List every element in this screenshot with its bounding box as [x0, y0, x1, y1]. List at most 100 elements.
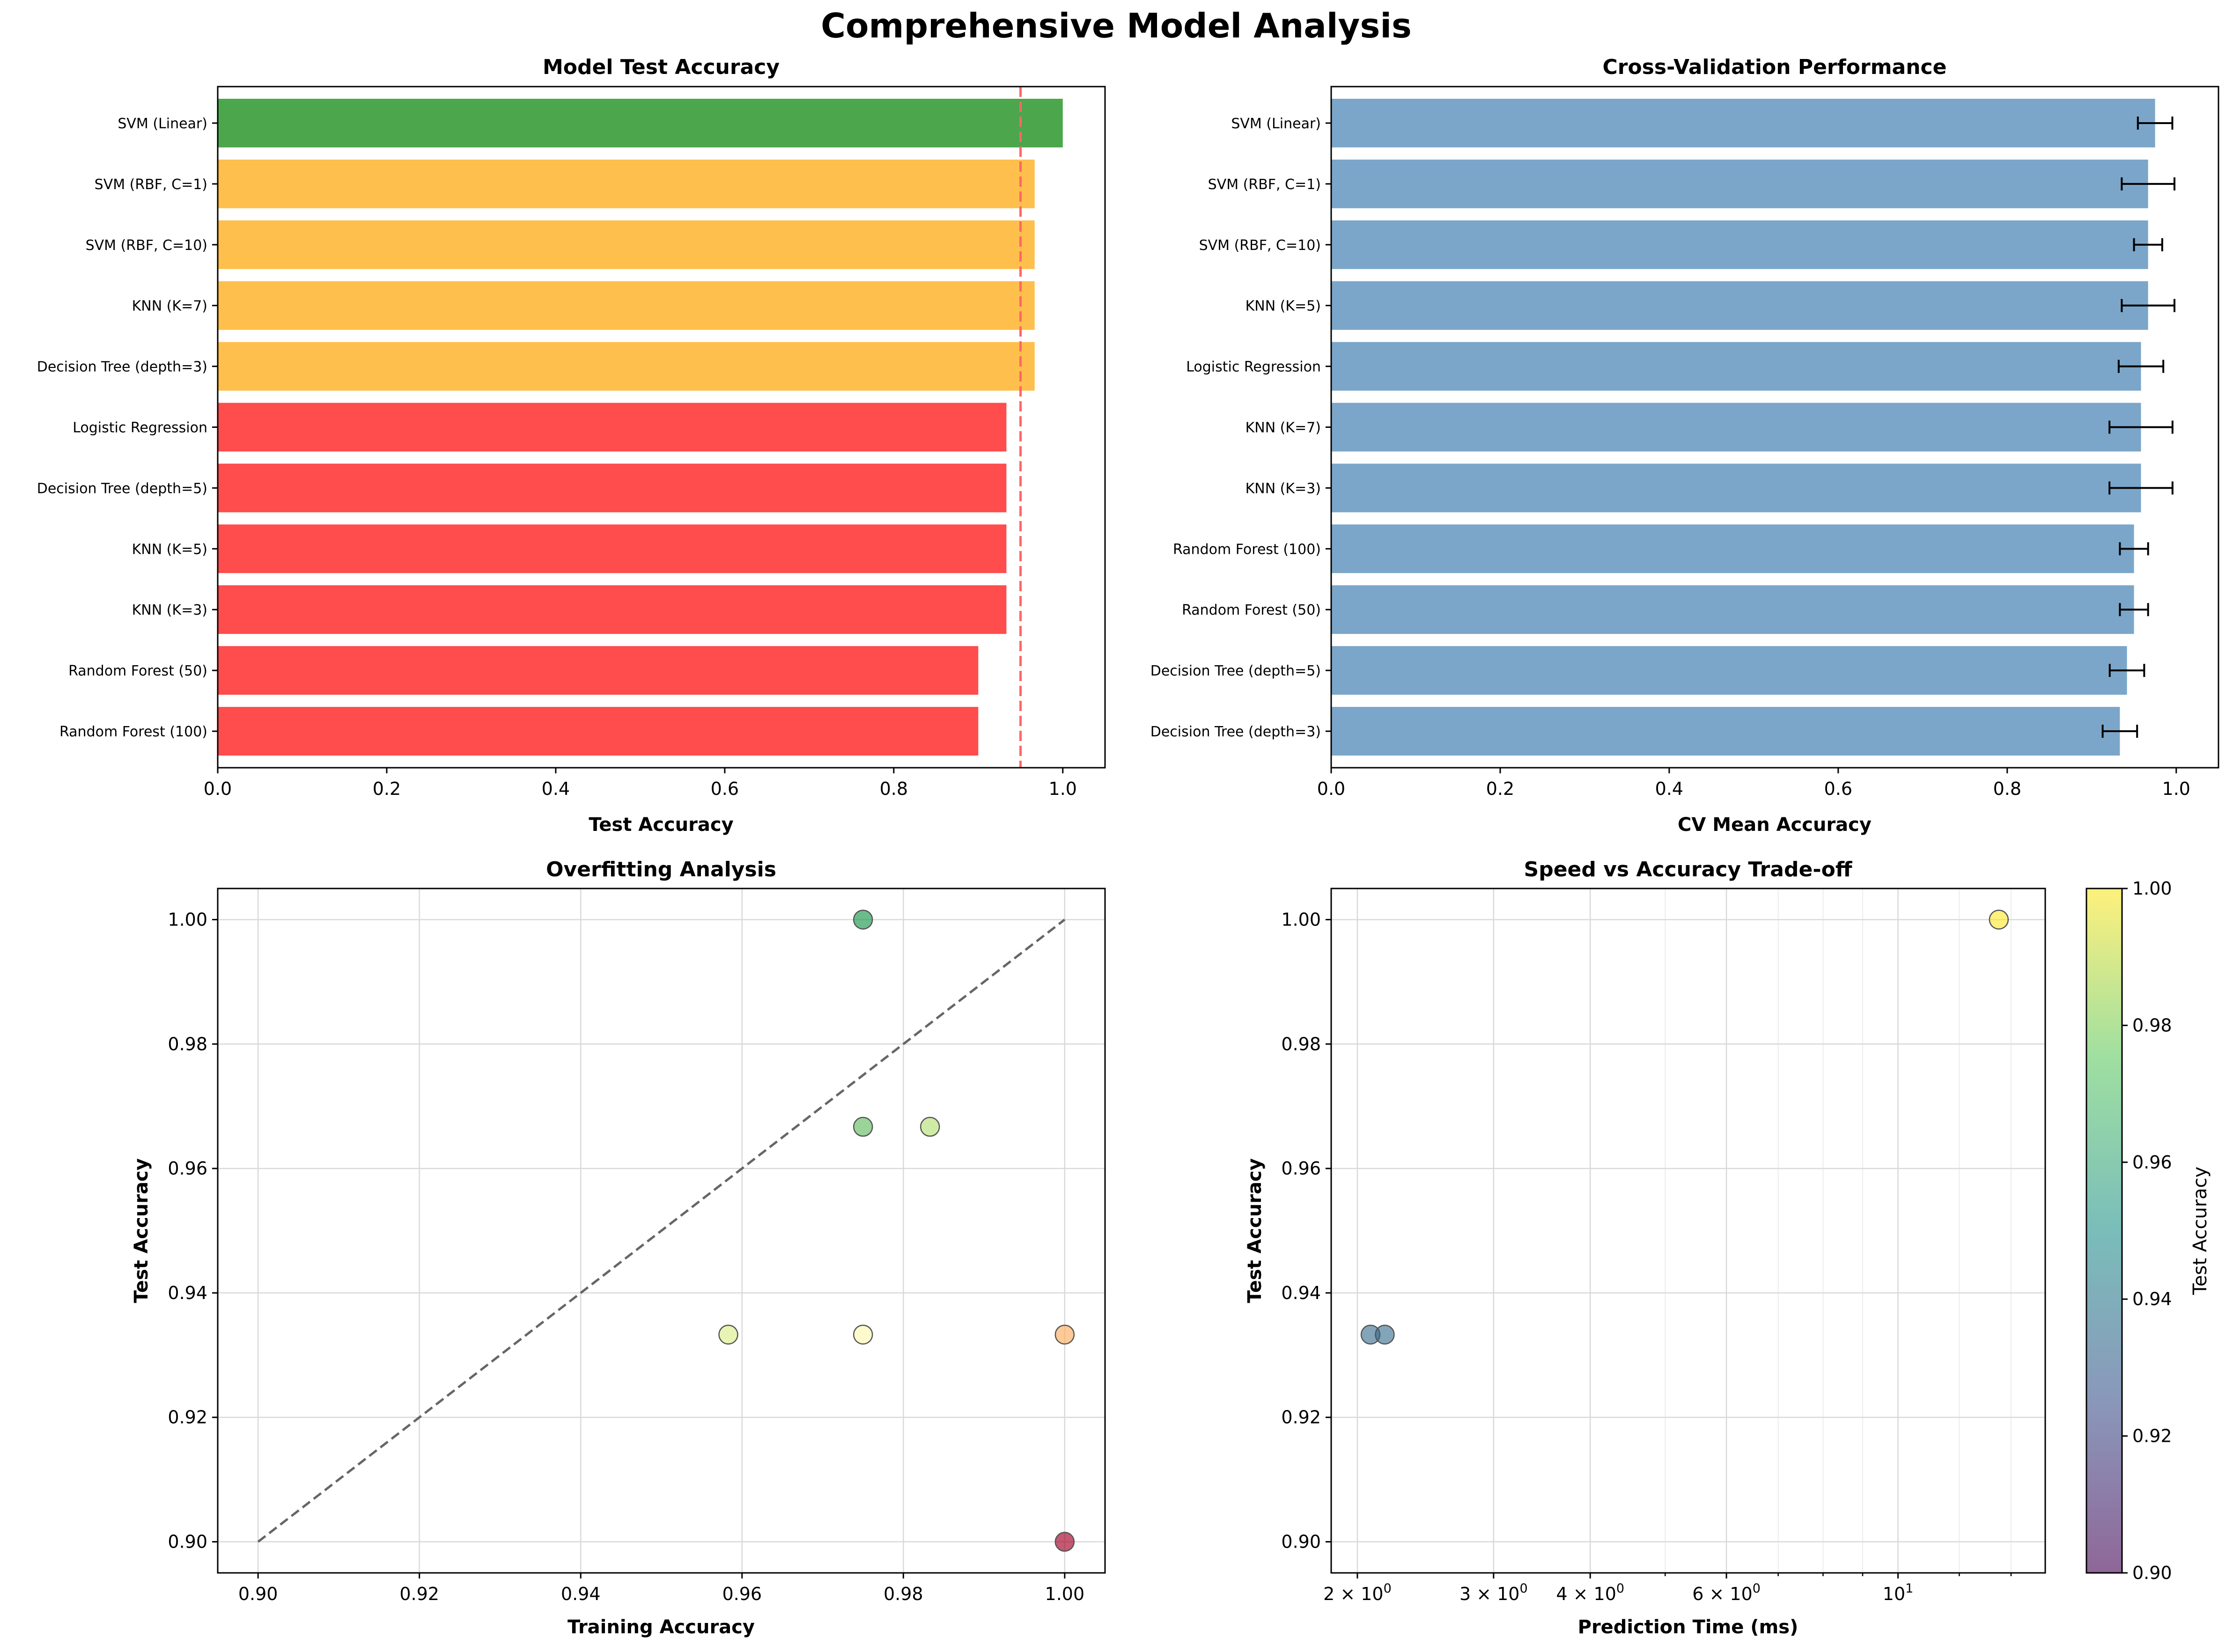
y-tick-label: 0.96 — [1281, 1158, 1321, 1179]
scatter-point — [920, 1116, 940, 1137]
bar — [1331, 585, 2134, 634]
overfitting-title: Overfitting Analysis — [546, 858, 776, 881]
overfitting-axes-frame — [217, 888, 1106, 1574]
x-tick-label: 3 × 100 — [1459, 1581, 1528, 1604]
y-tick-label: Random Forest (100) — [59, 724, 207, 740]
bar — [1331, 463, 2141, 513]
bar — [1331, 646, 2127, 695]
x-tick-label: 0.2 — [1486, 778, 1514, 799]
colorbar-tick-label: 0.96 — [2132, 1152, 2172, 1173]
y-tick-label: 1.00 — [168, 909, 207, 930]
x-tick-label: 0.96 — [722, 1584, 762, 1604]
overfitting-ylabel: Test Accuracy — [131, 1158, 152, 1303]
scatter-point — [1054, 1532, 1075, 1552]
y-tick-label: 0.90 — [168, 1532, 207, 1552]
x-tick-label: 101 — [1883, 1581, 1914, 1604]
bar — [1331, 524, 2134, 573]
bar — [218, 403, 1007, 452]
bar — [218, 220, 1035, 269]
bar — [1331, 159, 2148, 208]
y-tick-label: 0.92 — [1281, 1407, 1321, 1428]
bar — [218, 281, 1035, 330]
y-tick-label: KNN (K=5) — [1245, 298, 1321, 315]
y-tick-label: 0.98 — [168, 1034, 207, 1054]
x-tick-label: 6 × 100 — [1692, 1581, 1761, 1604]
x-tick-label: 1.0 — [1049, 778, 1077, 799]
y-tick-label: KNN (K=5) — [132, 541, 207, 558]
colorbar-ticks: 0.90 0.92 0.94 0.96 0.98 1.00 — [2122, 878, 2172, 1583]
y-tick-label: SVM (RBF, C=1) — [1208, 176, 1321, 193]
cv-performance-xlabel: CV Mean Accuracy — [1678, 814, 1872, 836]
x-tick-label: 0.4 — [1655, 778, 1683, 799]
y-tick-label: SVM (RBF, C=10) — [86, 237, 207, 254]
y-tick-label: Random Forest (50) — [1182, 602, 1321, 618]
y-tick-label: KNN (K=7) — [132, 298, 207, 315]
y-tick-label: 0.96 — [168, 1158, 207, 1179]
colorbar-gradient — [2086, 888, 2122, 1573]
x-tick-label: 1.0 — [2162, 778, 2190, 799]
bar — [218, 342, 1035, 391]
bar — [1331, 707, 2120, 756]
speed-accuracy-marks: 2 × 100 3 × 100 4 × 100 6 × 100 101 0.90 0.92 0… — [1281, 888, 2045, 1604]
cv-performance-chart: Cross-Validation Performance SVM (Linear… — [1150, 55, 2219, 836]
bar — [218, 98, 1063, 147]
y-tick-label: Random Forest (100) — [1173, 541, 1321, 558]
colorbar-frame — [2086, 888, 2123, 1574]
x-tick-label: 0.94 — [561, 1584, 601, 1604]
test-accuracy-chart: Model Test Accuracy SVM (Linear) SVM (RBF… — [37, 55, 1106, 836]
y-tick-label: 0.92 — [168, 1407, 207, 1428]
y-tick-label: SVM (Linear) — [1231, 116, 1321, 132]
scatter-point — [1989, 910, 2009, 930]
y-tick-label: SVM (Linear) — [118, 116, 207, 132]
bar — [218, 646, 979, 695]
y-tick-label: Decision Tree (depth=3) — [1150, 724, 1321, 740]
scatter-point — [718, 1324, 738, 1345]
y-tick-label: 0.98 — [1281, 1034, 1321, 1054]
overfitting-xlabel: Training Accuracy — [567, 1616, 755, 1638]
colorbar-tick-label: 0.90 — [2132, 1563, 2172, 1583]
y-tick-label: KNN (K=3) — [132, 602, 207, 618]
diagonal-line — [257, 918, 1066, 1543]
speed-accuracy-ylabel: Test Accuracy — [1244, 1158, 1266, 1303]
y-tick-label: KNN (K=7) — [1245, 420, 1321, 436]
test-accuracy-xlabel: Test Accuracy — [589, 814, 733, 836]
bar — [1331, 281, 2148, 330]
y-tick-label: 0.94 — [1281, 1283, 1321, 1303]
bar — [218, 524, 1007, 573]
x-tick-label: 1.00 — [1045, 1584, 1085, 1604]
y-tick-label: KNN (K=3) — [1245, 480, 1321, 497]
bar — [218, 707, 979, 756]
speed-accuracy-axes-frame — [1330, 888, 2046, 1574]
y-tick-label: SVM (RBF, C=10) — [1199, 237, 1321, 254]
overfitting-marks: 0.90 0.92 0.94 0.96 0.98 1.00 0.90 0.92 0.94 0.96… — [168, 888, 1105, 1604]
test-accuracy-marks: SVM (Linear) SVM (RBF, C=1) SVM (RBF, C=10… — [37, 87, 1077, 799]
bar — [218, 463, 1007, 513]
scatter-point — [1054, 1324, 1075, 1345]
speed-accuracy-title: Speed vs Accuracy Trade-off — [1524, 858, 1853, 881]
x-tick-label: 0.90 — [238, 1584, 278, 1604]
x-tick-label: 0.2 — [373, 778, 401, 799]
x-tick-label: 0.0 — [1317, 778, 1345, 799]
x-tick-label: 0.8 — [1993, 778, 2021, 799]
x-tick-label: 0.92 — [399, 1584, 439, 1604]
cv-performance-title: Cross-Validation Performance — [1603, 55, 1947, 79]
scatter-point — [853, 1116, 873, 1137]
colorbar-tick-label: 0.92 — [2132, 1426, 2172, 1446]
y-tick-label: Decision Tree (depth=3) — [37, 359, 207, 375]
scatter-point — [853, 910, 873, 930]
y-tick-label: 0.94 — [168, 1283, 207, 1303]
cv-performance-marks: SVM (Linear) SVM (RBF, C=1) SVM (RBF, C=10… — [1150, 98, 2190, 799]
y-tick-label: Logistic Regression — [73, 420, 207, 436]
x-tick-label: 0.6 — [711, 778, 739, 799]
test-accuracy-title: Model Test Accuracy — [543, 55, 780, 79]
y-tick-label: Decision Tree (depth=5) — [37, 480, 207, 497]
colorbar-label: Test Accuracy — [2189, 1167, 2211, 1295]
y-tick-label: Logistic Regression — [1186, 359, 1321, 375]
x-tick-label: 0.4 — [542, 778, 570, 799]
x-tick-label: 2 × 100 — [1323, 1581, 1392, 1604]
bar — [1331, 403, 2141, 452]
x-tick-label: 4 × 100 — [1556, 1581, 1624, 1604]
bar — [1331, 98, 2155, 147]
speed-accuracy-xlabel: Prediction Time (ms) — [1578, 1616, 1798, 1638]
